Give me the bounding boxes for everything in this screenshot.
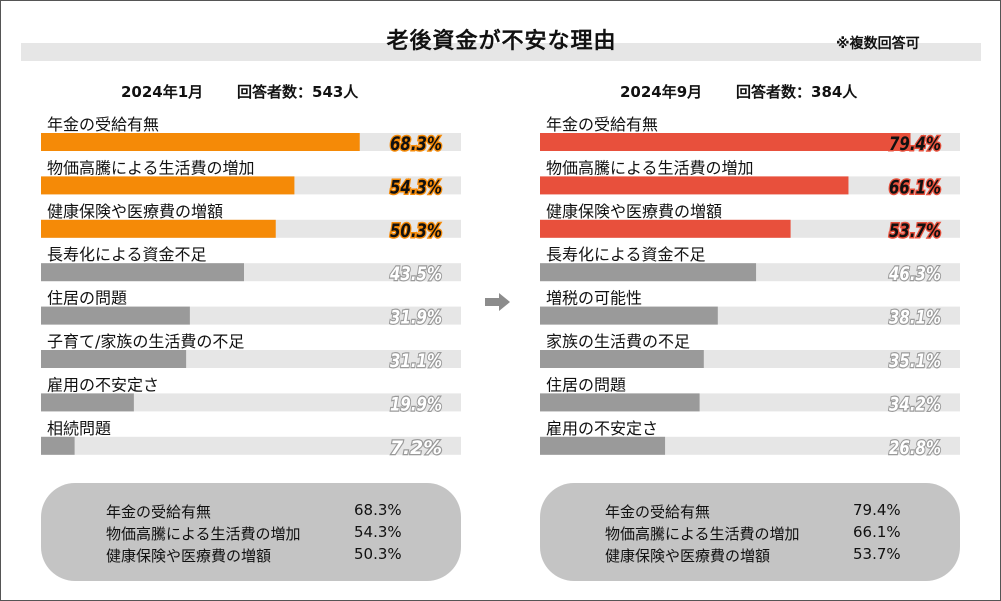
survey-date: 2024年1月 [121,83,204,101]
summary-row: 年金の受給有無 79.4% [605,501,905,521]
bar [540,176,849,195]
bar [41,219,276,238]
bar-chart-january: 年金の受給有無 68.3% 物価高騰による生活費の増加 54.3% 健康保険や医療費の増… [41,115,461,460]
bar [41,133,360,151]
summary-label: 年金の受給有無 [605,503,711,521]
summary-label: 健康保険や医療費の増額 [605,547,771,565]
bar [540,263,757,282]
value-label: 7.2% [390,437,442,459]
bar-track [41,393,461,412]
value-label: 35.1% [889,350,941,372]
bar [540,219,791,238]
summary-row: 健康保険や医療費の増額 53.7% [605,545,905,565]
category-label: 年金の受給有無 [546,115,658,134]
multiple-answer-note: ※複数回答可 [836,36,920,52]
value-label: 50.3% [390,220,442,242]
summary-label: 健康保険や医療費の増額 [106,547,272,565]
value-label: 68.3% [390,133,442,155]
value-label: 19.9% [390,393,442,415]
bar-track [41,436,461,455]
bar [41,176,295,195]
summary-label: 物価高騰による生活費の増加 [106,525,301,543]
summary-row: 物価高騰による生活費の増加 54.3% [106,523,406,543]
value-label: 46.3% [888,263,941,285]
summary-box-january: 年金の受給有無 68.3% 物価高騰による生活費の増加 54.3% 健康保険や医… [41,483,461,581]
value-label: 54.3% [390,176,442,198]
bar [540,350,704,368]
category-label: 住居の問題 [47,289,127,308]
bar [41,263,244,282]
bar [41,306,190,325]
bar [41,393,134,412]
summary-value: 54.3% [354,523,402,541]
respondent-count: 回答者数：543人 [237,83,359,101]
value-label: 26.8% [889,437,941,459]
value-label: 43.5% [389,263,442,285]
category-label: 家族の生活費の不足 [546,332,690,351]
summary-row: 物価高騰による生活費の増加 66.1% [605,523,905,543]
summary-label: 物価高騰による生活費の増加 [605,525,800,543]
page-title: 老後資金が不安な理由 [386,29,617,54]
summary-value: 66.1% [853,523,901,541]
summary-value: 79.4% [853,501,901,519]
category-label: 相続問題 [47,419,111,438]
summary-label: 年金の受給有無 [106,503,212,521]
bar [41,350,187,368]
panel-september: 2024年9月 回答者数：384人 年金の受給有無 79.4% 物価高騰による生活費… [500,1,960,601]
category-label: 子育て/家族の生活費の不足 [47,332,244,351]
summary-value: 50.3% [354,545,402,563]
value-label: 79.4% [889,133,941,155]
value-label: 38.1% [889,307,941,329]
category-label: 健康保険や医療費の増額 [47,202,223,221]
category-label: 雇用の不安定さ [47,375,159,394]
bar [540,393,700,412]
bar [540,306,718,325]
summary-box-september: 年金の受給有無 79.4% 物価高騰による生活費の増加 66.1% 健康保険や医… [540,483,960,581]
bar [41,436,75,455]
category-label: 年金の受給有無 [47,115,159,134]
summary-row: 年金の受給有無 68.3% [106,501,406,521]
bar [540,133,911,151]
category-label: 物価高騰による生活費の増加 [546,158,754,177]
summary-value: 68.3% [354,501,402,519]
category-label: 物価高騰による生活費の増加 [47,158,255,177]
title-band [21,43,981,61]
value-label: 31.1% [390,350,442,372]
panel-january: 2024年1月 回答者数：543人 年金の受給有無 68.3% 物価高騰による生活費… [1,1,461,601]
respondent-count: 回答者数：384人 [736,83,858,101]
category-label: 長寿化による資金不足 [546,245,706,264]
value-label: 53.7% [889,220,941,242]
value-label: 66.1% [889,176,941,198]
summary-value: 53.7% [853,545,901,563]
category-label: 住居の問題 [546,375,626,394]
arrow-right-icon [485,293,510,311]
category-label: 雇用の不安定さ [546,419,658,438]
category-label: 長寿化による資金不足 [47,245,207,264]
survey-date: 2024年9月 [620,83,703,101]
category-label: 健康保険や医療費の増額 [546,202,722,221]
bar [540,436,666,455]
value-label: 34.2% [889,393,941,415]
category-label: 増税の可能性 [546,289,642,308]
bar-chart-september: 年金の受給有無 79.4% 物価高騰による生活費の増加 66.1% 健康保険や医療費の増… [540,115,960,460]
summary-row: 健康保険や医療費の増額 50.3% [106,545,406,565]
value-label: 31.9% [390,307,442,329]
